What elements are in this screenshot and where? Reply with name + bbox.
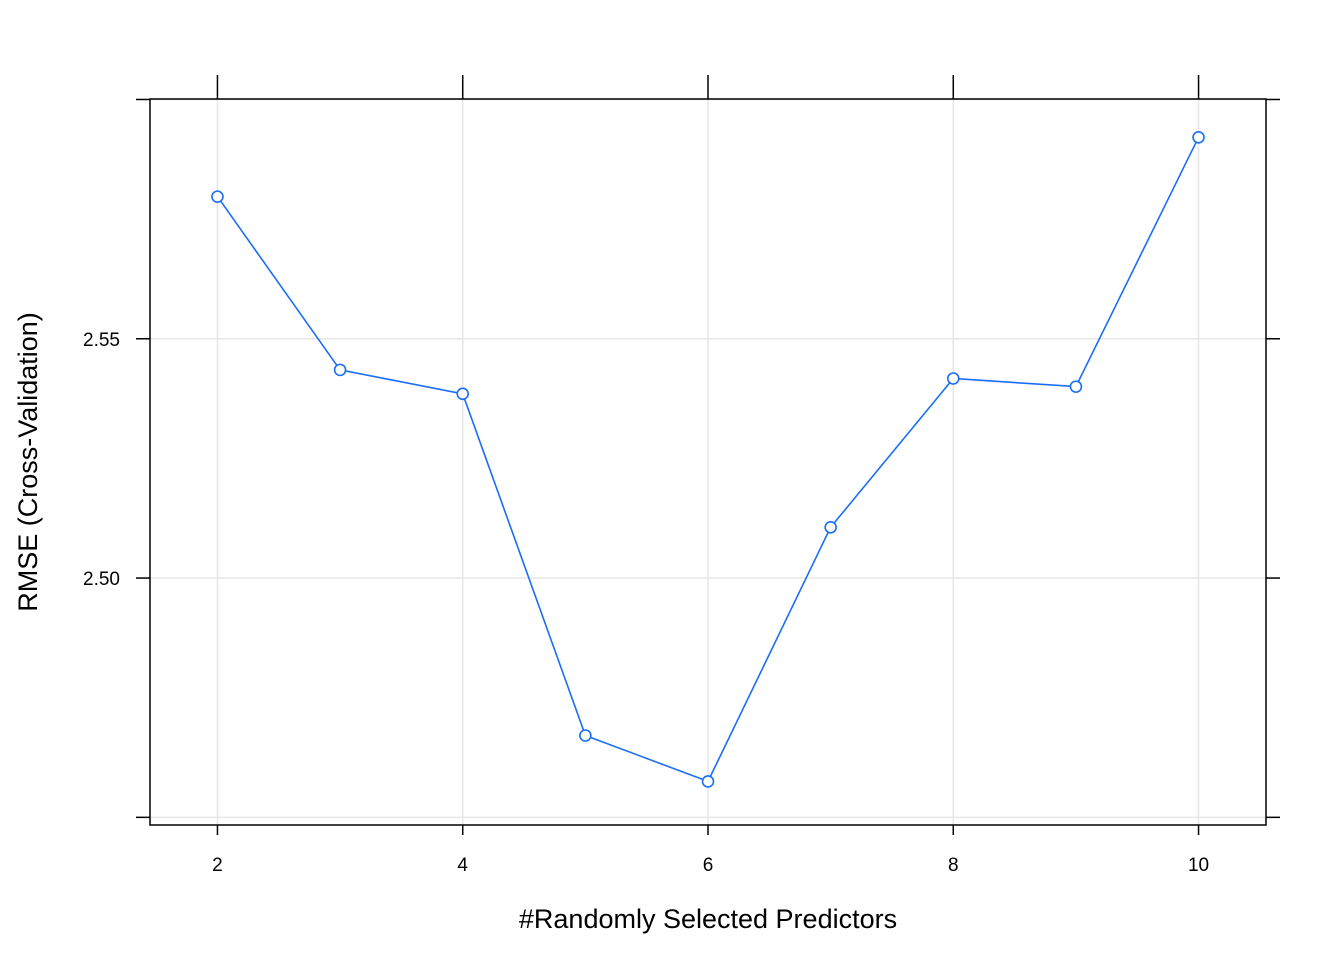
data-point (946, 372, 960, 385)
y-tick-label: 2.55 (83, 330, 120, 351)
data-point (824, 521, 837, 534)
y-axis-title: RMSE (Cross-Validation) (13, 312, 43, 612)
x-tick-label: 10 (1188, 855, 1209, 876)
x-tick-label: 6 (703, 855, 714, 876)
axis-ticks: 2 4 6 8 10 2.50 2.55 (83, 75, 1280, 876)
x-tick-label: 8 (948, 855, 959, 876)
grid-lines (150, 98, 1266, 825)
data-point (211, 190, 224, 203)
data-series (211, 130, 1205, 788)
data-point (579, 729, 592, 742)
data-point (1192, 130, 1205, 144)
data-point (333, 363, 347, 377)
x-tick-label: 4 (457, 855, 468, 876)
data-point (456, 387, 470, 401)
data-point (701, 775, 715, 788)
y-tick-label: 2.50 (83, 569, 120, 590)
x-tick-label: 2 (212, 855, 223, 876)
data-point (1069, 380, 1083, 393)
x-axis-title: #Randomly Selected Predictors (519, 904, 897, 934)
